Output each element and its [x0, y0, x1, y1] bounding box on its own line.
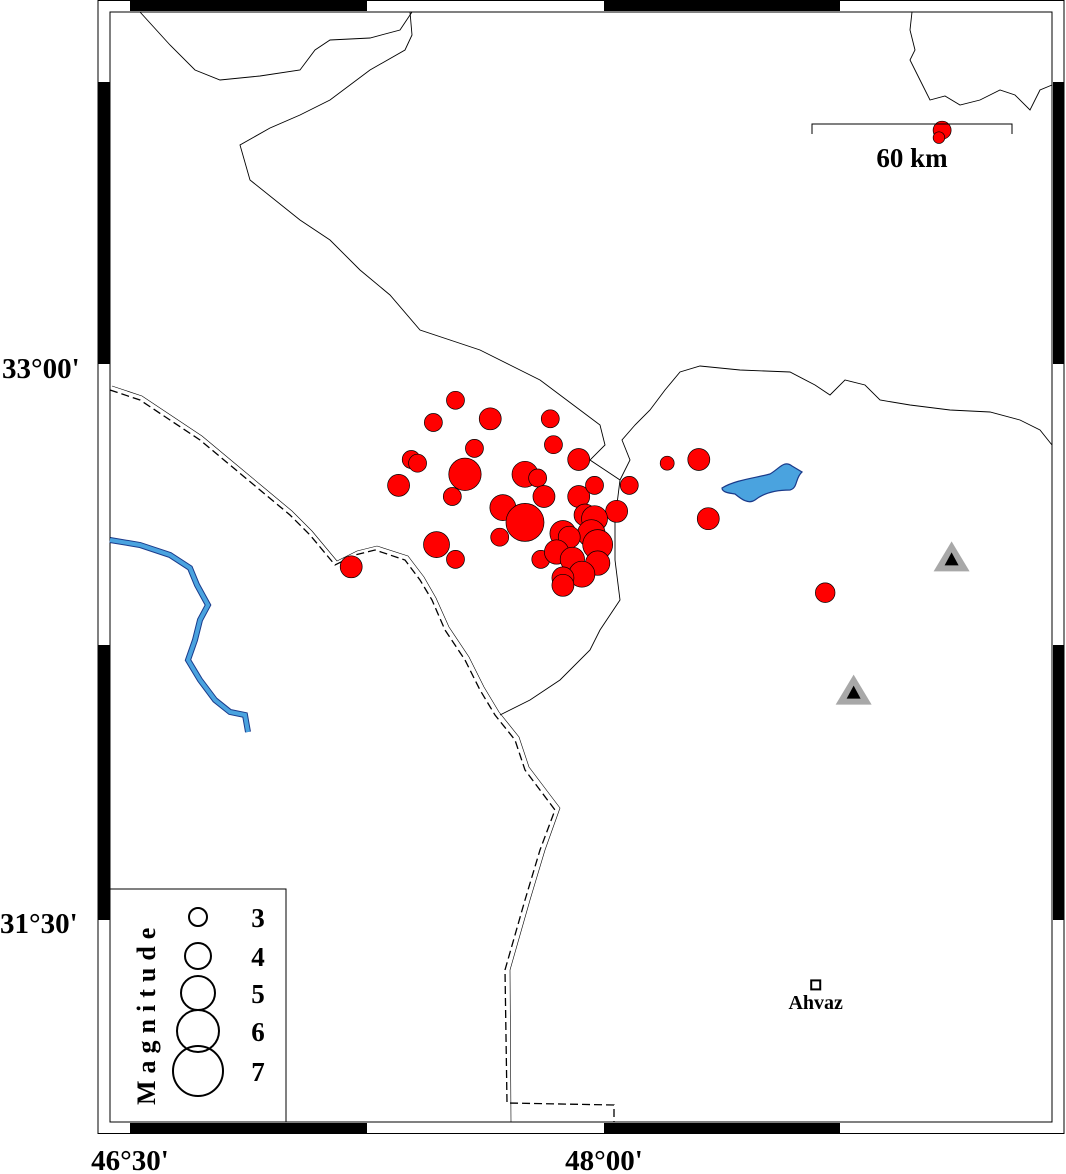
lake [721, 463, 804, 503]
earthquake-event [528, 468, 547, 488]
earthquake-event [532, 485, 556, 508]
legend-title: Magnitude [132, 921, 161, 1105]
map-frame [97, 0, 1065, 1134]
legend-label: 3 [251, 903, 265, 933]
lon-label-46-30: 46°30' [91, 1145, 169, 1174]
river [109, 537, 251, 733]
lat-label-31-30: 31°30' [0, 908, 78, 940]
city-marker: Ahvaz [788, 979, 843, 1014]
earthquake-event [446, 390, 465, 410]
magnitude-legend: Magnitude 3 4 5 6 7 [109, 888, 287, 1123]
country-border [109, 389, 615, 1122]
earthquake-event [659, 455, 675, 471]
earthquake-event [478, 407, 502, 431]
earthquake-event [448, 457, 482, 491]
scale-bar: 60 km [811, 123, 1013, 173]
earthquake-event [544, 435, 563, 455]
province-boundary [239, 11, 621, 716]
lon-label-48-00: 48°00' [565, 1145, 643, 1174]
earthquake-event [551, 573, 575, 597]
earthquake-event [505, 503, 545, 542]
earthquake-event [619, 476, 639, 495]
province-boundary [909, 11, 1053, 111]
earthquake-event [424, 413, 443, 432]
earthquake-event [567, 448, 591, 471]
earthquake-event [687, 448, 711, 471]
water-bodies [109, 463, 804, 733]
station-inner-triangle-icon [846, 685, 861, 699]
earthquake-event [605, 499, 628, 523]
earthquake-event [446, 550, 465, 569]
earthquake-event [932, 131, 946, 144]
legend-label: 6 [251, 1017, 265, 1047]
city-square-icon [810, 979, 822, 991]
earthquake-events [339, 120, 952, 603]
legend-label: 5 [251, 979, 265, 1009]
city-label: Ahvaz [788, 992, 843, 1014]
earthquake-event [696, 507, 720, 531]
earthquake-event [490, 527, 510, 547]
country-border-outline [111, 385, 561, 1123]
boundaries [109, 11, 1053, 1123]
earthquake-event [815, 582, 836, 603]
province-boundary [139, 11, 413, 81]
earthquake-event [339, 555, 363, 579]
legend-circle [184, 942, 212, 970]
legend-circle [176, 1009, 220, 1053]
lat-label-33-00: 33°00' [2, 353, 80, 385]
earthquake-event [585, 476, 604, 495]
legend-circle [172, 1045, 224, 1097]
earthquake-event [442, 487, 462, 506]
earthquake-event [408, 453, 427, 473]
earthquake-event [465, 439, 484, 458]
scale-bar-label: 60 km [876, 143, 948, 173]
legend-label: 7 [251, 1057, 265, 1087]
province-boundary [619, 365, 1053, 481]
stations [835, 541, 970, 705]
earthquake-event [387, 474, 410, 497]
station-inner-triangle-icon [944, 552, 959, 566]
river [109, 538, 250, 733]
earthquake-event [540, 409, 560, 429]
earthquake-event [423, 531, 450, 558]
legend-label: 4 [251, 942, 265, 972]
legend-circle [188, 907, 208, 927]
